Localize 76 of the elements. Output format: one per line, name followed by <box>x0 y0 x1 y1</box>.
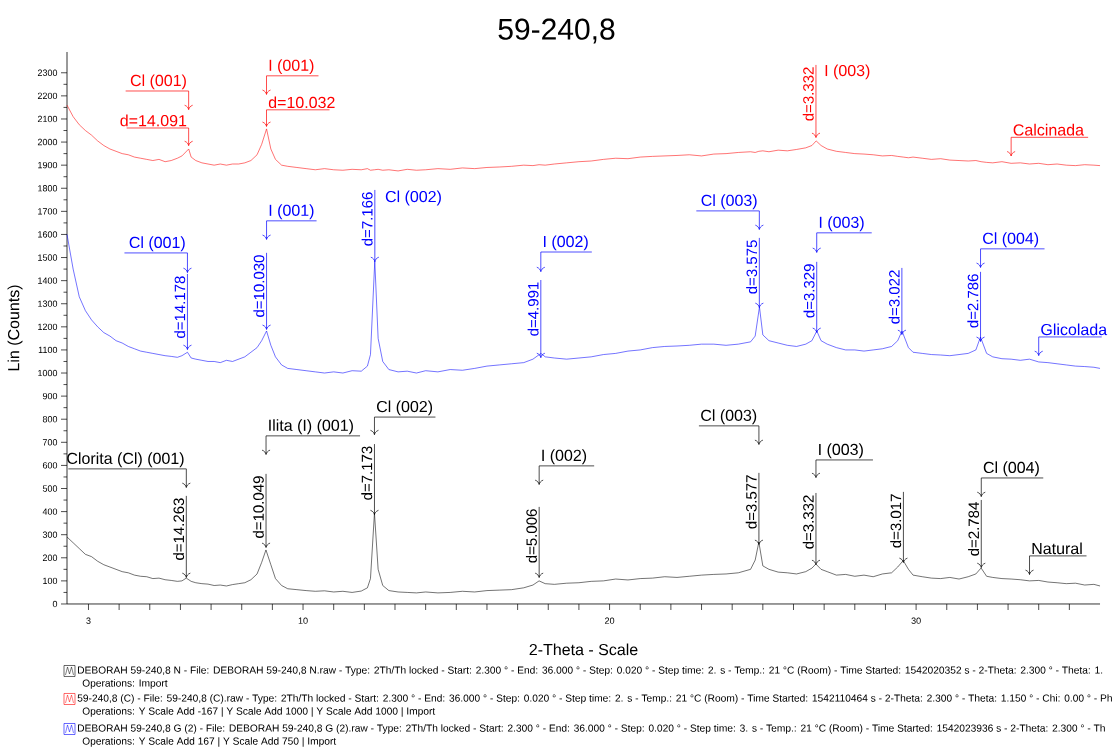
text: DEBORAH 59-240,8 N - File: DEBORAH 59-240,8 N.raw - Type: 2Th/Th locked - Start: 2.300 ° - End: 36.000 ° - Step: 0.020 ° - Step time: 2. s - Temp.: 21 °C (Room) - Time Started: 1542020352 s - 2-Theta: 2.300 ° - Theta: 1. <box>78 666 1103 676</box>
annotation: d=3.332 <box>802 67 814 121</box>
annotation: Cl (004) <box>983 461 1039 477</box>
annotation: Cl (001) <box>130 74 186 90</box>
annotation: d=14.178 <box>174 276 186 338</box>
y-tick-label: 400 <box>42 508 58 515</box>
y-tick-label: 1800 <box>38 185 58 192</box>
annotation: I (001) <box>269 204 314 220</box>
y-tick-label: 100 <box>43 577 58 585</box>
annotation: d=2.784 <box>968 502 980 556</box>
annotation: d=5.006 <box>525 509 537 563</box>
annotation: d=7.166 <box>361 192 373 246</box>
annotation: d=3.329 <box>803 264 815 318</box>
annotation: I (003) <box>819 216 864 232</box>
annotation: Cl (001) <box>129 236 185 252</box>
annotation: d=10.032 <box>268 96 335 109</box>
annotation: Cl (002) <box>385 190 441 206</box>
y-tick-label: 1900 <box>38 161 58 169</box>
chart-title: 59-240,8 <box>498 18 615 44</box>
y-tick-label: 1000 <box>38 369 58 377</box>
y-tick-label: 200 <box>42 554 58 561</box>
y-tick-label: 2100 <box>37 115 58 123</box>
annotation: Cl (003) <box>701 194 757 210</box>
y-tick-label: 1700 <box>38 208 58 215</box>
annotation: d=3.332 <box>802 495 814 549</box>
y-tick-label: 300 <box>42 531 58 538</box>
y-tick-label: 800 <box>42 416 58 423</box>
y-tick-label: 0 <box>52 600 58 608</box>
y-tick-label: 2200 <box>37 92 58 100</box>
annotation: d=14.263 <box>173 498 185 560</box>
y-tick-label: 1600 <box>38 231 58 238</box>
series-label: Glicolada <box>1041 323 1108 336</box>
annotation: d=3.017 <box>890 494 902 548</box>
y-tick-label: 1500 <box>38 254 58 261</box>
annotation: d=4.991 <box>527 282 539 336</box>
annotation: Ilita (I) (001) <box>269 419 353 435</box>
text: DEBORAH 59-240,8 G (2) - File: DEBORAH 59-240,8 G (2).raw - Type: 2Th/Th locked - Start: 2.300 ° - End: 36.000 ° - Step: 0.020 ° - Step time: 3. s - Temp.: 21 °C (Room) - Time Started: 1542023936 s - 2-Theta: 2.300 ° - Th <box>78 724 1105 734</box>
y-tick-label: 600 <box>42 462 58 469</box>
annotation: d=3.575 <box>746 240 758 294</box>
series-label: Calcinada <box>1013 123 1084 136</box>
annotation: Clorita (Cl) (001) <box>67 452 184 468</box>
text: 59-240,8 (C) - File: 59-240,8 (C).raw - Type: 2Th/Th locked - Start: 2.300 ° - End: 36.000 ° - Step: 0.020 ° - Step time: 2. s - Temp.: 21 °C (Room) - Time Started: 1542110464 s - 2-Theta: 2.300 ° - Theta: 1.150 ° - Chi: 0.00 ° - Ph <box>77 694 1112 704</box>
annotation: d=3.022 <box>888 270 900 324</box>
y-tick-label: 1100 <box>38 346 58 354</box>
x-tick-label: 3 <box>86 617 91 624</box>
x-tick-label: 20 <box>605 617 615 624</box>
y-tick-label: 2300 <box>37 69 58 76</box>
x-tick-label: 30 <box>911 617 921 624</box>
text: Operations: Y Scale Add -167 | Y Scale Add 1000 | Y Scale Add 1000 | Import <box>82 707 436 717</box>
annotation: Cl (003) <box>701 409 757 425</box>
annotation: d=14.091 <box>120 114 187 127</box>
annotation: I (002) <box>543 235 588 251</box>
text: Operations: Y Scale Add 167 | Y Scale Add 750 | Import <box>82 737 337 747</box>
annotation: I (003) <box>819 443 863 459</box>
annotation: I (002) <box>542 449 587 465</box>
annotation: d=10.049 <box>252 476 264 538</box>
y-axis-title: Lin (Counts) <box>7 285 23 371</box>
series-label: Natural <box>1032 542 1082 555</box>
y-tick-label: 1400 <box>38 277 58 284</box>
annotation: d=2.786 <box>967 274 979 328</box>
annotation: d=3.577 <box>745 475 757 529</box>
y-tick-label: 900 <box>42 392 58 400</box>
y-tick-label: 700 <box>42 439 58 446</box>
annotation: Cl (002) <box>376 400 433 416</box>
text: Operations: Import <box>82 679 168 689</box>
y-tick-label: 1200 <box>38 323 58 331</box>
annotation: I (001) <box>269 59 314 75</box>
annotation: d=7.173 <box>361 446 373 500</box>
annotation: d=10.030 <box>253 255 265 317</box>
y-tick-label: 500 <box>42 485 58 492</box>
x-tick-label: 10 <box>298 617 308 624</box>
x-axis-title: 2-Theta - Scale <box>529 643 638 656</box>
y-tick-label: 2000 <box>37 138 58 146</box>
annotation: I (003) <box>825 64 870 80</box>
annotation: Cl (004) <box>983 232 1039 248</box>
y-tick-label: 1300 <box>38 300 58 307</box>
